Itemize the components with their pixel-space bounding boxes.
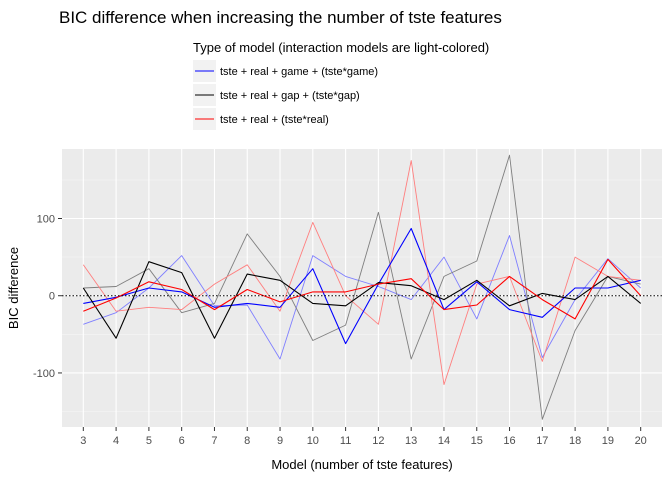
x-tick-label: 3 — [80, 435, 86, 447]
x-tick-label: 12 — [372, 435, 384, 447]
x-tick-label: 13 — [405, 435, 417, 447]
x-tick-label: 15 — [471, 435, 483, 447]
x-tick-label: 14 — [438, 435, 450, 447]
x-tick-label: 11 — [340, 435, 351, 447]
y-tick-label: 0 — [49, 291, 55, 303]
x-tick-label: 18 — [569, 435, 581, 447]
series-line-1 — [83, 227, 641, 345]
legend-label: tste + real + (tste*real) — [220, 114, 329, 126]
legend-title: Type of model (interaction models are li… — [193, 40, 489, 55]
x-tick-label: 8 — [244, 435, 250, 447]
series-line-interaction-1 — [83, 235, 641, 360]
x-tick-label: 5 — [146, 435, 152, 447]
chart-title: BIC difference when increasing the numbe… — [59, 8, 502, 27]
legend: Type of model (interaction models are li… — [193, 40, 489, 130]
x-tick-label: 17 — [536, 435, 548, 447]
legend-label: tste + real + game + (tste*game) — [220, 66, 378, 78]
series-line-interaction-3 — [82, 160, 641, 385]
y-tick-label: -100 — [33, 368, 55, 380]
legend-label: tste + real + gap + (tste*gap) — [220, 90, 360, 102]
legend-item: tste + real + game + (tste*game) — [193, 60, 378, 82]
series-line-2 — [82, 261, 642, 339]
y-axis-title: BIC difference — [6, 247, 21, 329]
series-line-interaction-2 — [83, 154, 641, 420]
series-lines — [62, 154, 662, 420]
legend-items: tste + real + game + (tste*game) tste + r… — [193, 60, 378, 130]
x-axis: 3 4 5 6 7 8 9 10 11 12 13 14 15 16 17 18 19 20 — [80, 427, 647, 447]
x-tick-label: 4 — [113, 435, 119, 447]
x-tick-label: 9 — [277, 435, 283, 447]
legend-item: tste + real + gap + (tste*gap) — [193, 84, 360, 106]
y-tick-label: 100 — [37, 214, 55, 226]
series-line-3 — [83, 258, 642, 320]
x-tick-label: 16 — [503, 435, 515, 447]
y-axis: -100 0 100 — [33, 214, 62, 380]
x-tick-label: 19 — [602, 435, 614, 447]
x-tick-label: 20 — [635, 435, 647, 447]
grid-lines — [62, 149, 662, 427]
x-tick-label: 6 — [179, 435, 185, 447]
legend-item: tste + real + (tste*real) — [193, 108, 329, 130]
x-axis-title: Model (number of tste features) — [271, 457, 452, 472]
x-tick-label: 7 — [211, 435, 217, 447]
x-tick-label: 10 — [307, 435, 319, 447]
